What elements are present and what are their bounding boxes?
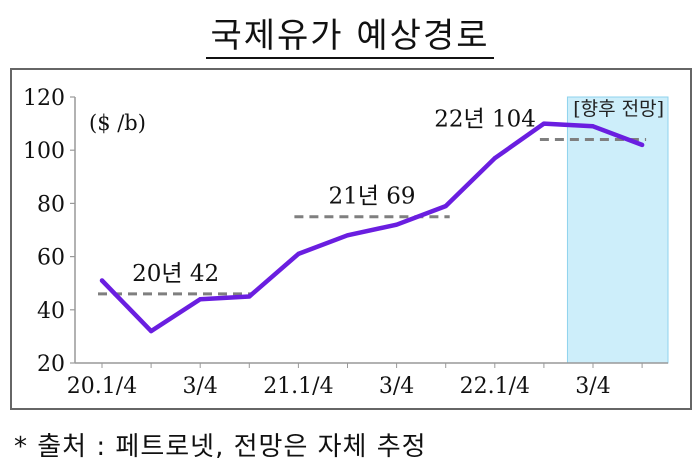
x-tick-label: 20.1/4 <box>67 374 137 399</box>
data-point <box>198 297 203 302</box>
chart-frame <box>10 68 692 410</box>
x-tick-label: 3/4 <box>182 374 217 399</box>
data-point <box>247 294 252 299</box>
annual-average-label: 20년 42 <box>132 261 219 287</box>
data-point <box>443 204 448 209</box>
data-point <box>541 121 546 126</box>
data-point <box>149 329 154 334</box>
source-note: * 출처 : 페트로넷, 전망은 자체 추정 <box>14 432 427 462</box>
data-point <box>296 251 301 256</box>
data-point <box>640 142 645 147</box>
y-tick-label: 100 <box>23 139 65 164</box>
y-tick-label: 60 <box>37 246 65 271</box>
data-point <box>345 233 350 238</box>
x-tick-label: 22.1/4 <box>460 374 530 399</box>
y-tick-label: 40 <box>37 299 65 324</box>
chart-title: 국제유가 예상경로 <box>0 8 700 59</box>
y-tick-label: 80 <box>37 192 65 217</box>
x-tick-label: 21.1/4 <box>263 374 333 399</box>
y-tick-label: 20 <box>37 352 65 377</box>
data-point <box>394 222 399 227</box>
forecast-region <box>566 96 669 364</box>
chart-title-text: 국제유가 예상경로 <box>206 16 494 59</box>
annual-average-label: 22년 104 <box>434 107 536 133</box>
annual-average-label: 21년 69 <box>329 184 416 210</box>
data-point <box>492 156 497 161</box>
oil-price-line <box>99 121 645 334</box>
unit-label: ($ /b) <box>89 111 146 135</box>
data-point <box>591 124 595 129</box>
x-tick-label: 3/4 <box>575 374 610 399</box>
data-point <box>100 278 104 283</box>
forecast-label: [향후 전망] <box>573 98 664 120</box>
y-tick-label: 120 <box>23 86 65 111</box>
x-tick-label: 3/4 <box>379 374 414 399</box>
